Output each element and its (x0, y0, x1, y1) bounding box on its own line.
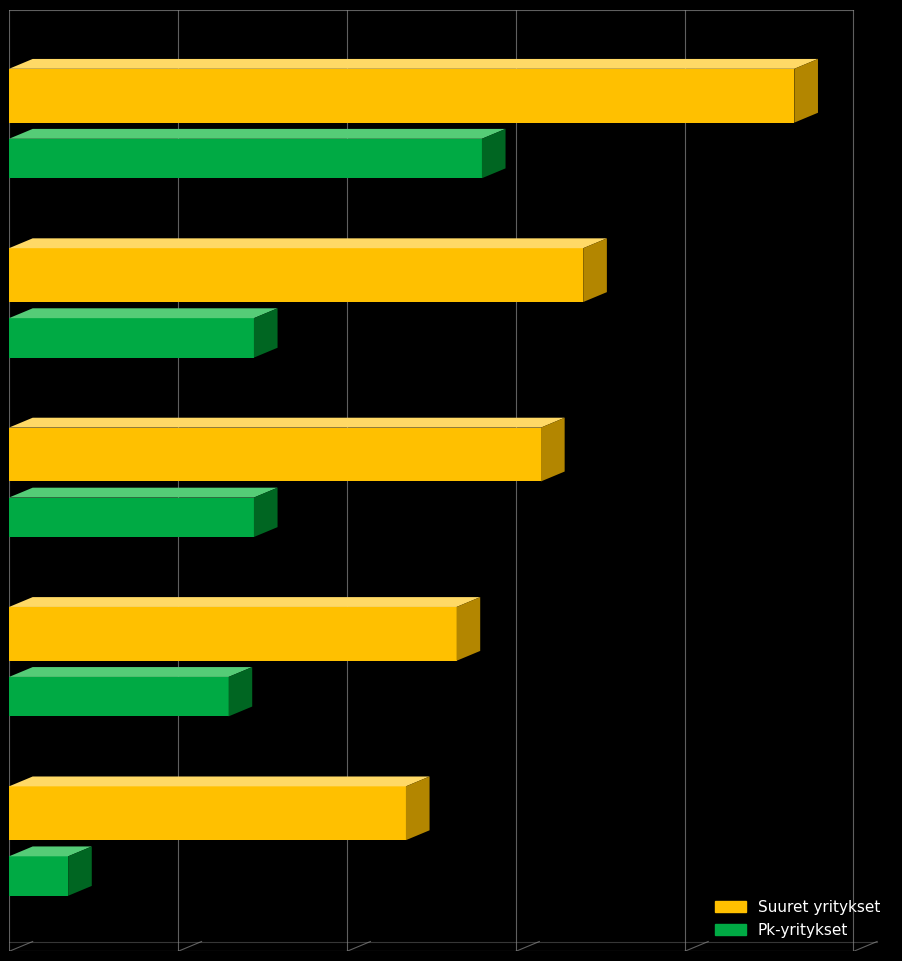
Bar (9, 856, 68, 896)
Polygon shape (228, 667, 252, 716)
Polygon shape (540, 418, 564, 481)
Bar (9, 248, 583, 302)
Polygon shape (9, 129, 505, 138)
Bar (9, 677, 228, 716)
Bar (9, 69, 794, 123)
Polygon shape (9, 847, 92, 856)
Bar (9, 498, 253, 537)
Polygon shape (9, 59, 817, 69)
Polygon shape (456, 597, 480, 661)
Bar (9, 138, 482, 178)
Polygon shape (9, 308, 277, 318)
Polygon shape (9, 597, 480, 607)
Polygon shape (9, 487, 277, 498)
Polygon shape (9, 776, 429, 786)
Polygon shape (253, 487, 277, 537)
Polygon shape (9, 667, 252, 677)
Bar (9, 786, 406, 840)
Polygon shape (583, 238, 606, 302)
Polygon shape (253, 308, 277, 357)
Polygon shape (68, 847, 92, 896)
Polygon shape (406, 776, 429, 840)
Polygon shape (9, 418, 564, 428)
Legend: Suuret yritykset, Pk-yritykset: Suuret yritykset, Pk-yritykset (708, 894, 886, 944)
Polygon shape (482, 129, 505, 178)
Bar (9, 318, 253, 357)
Polygon shape (794, 59, 817, 123)
Polygon shape (9, 238, 606, 248)
Bar (9, 428, 540, 481)
Bar (9, 607, 456, 661)
